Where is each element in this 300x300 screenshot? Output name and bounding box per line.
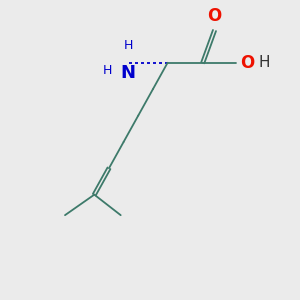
Text: H: H (258, 55, 270, 70)
Text: N: N (121, 64, 136, 82)
Text: H: H (103, 64, 112, 77)
Text: O: O (240, 54, 254, 72)
Text: O: O (207, 7, 222, 25)
Text: H: H (123, 39, 133, 52)
